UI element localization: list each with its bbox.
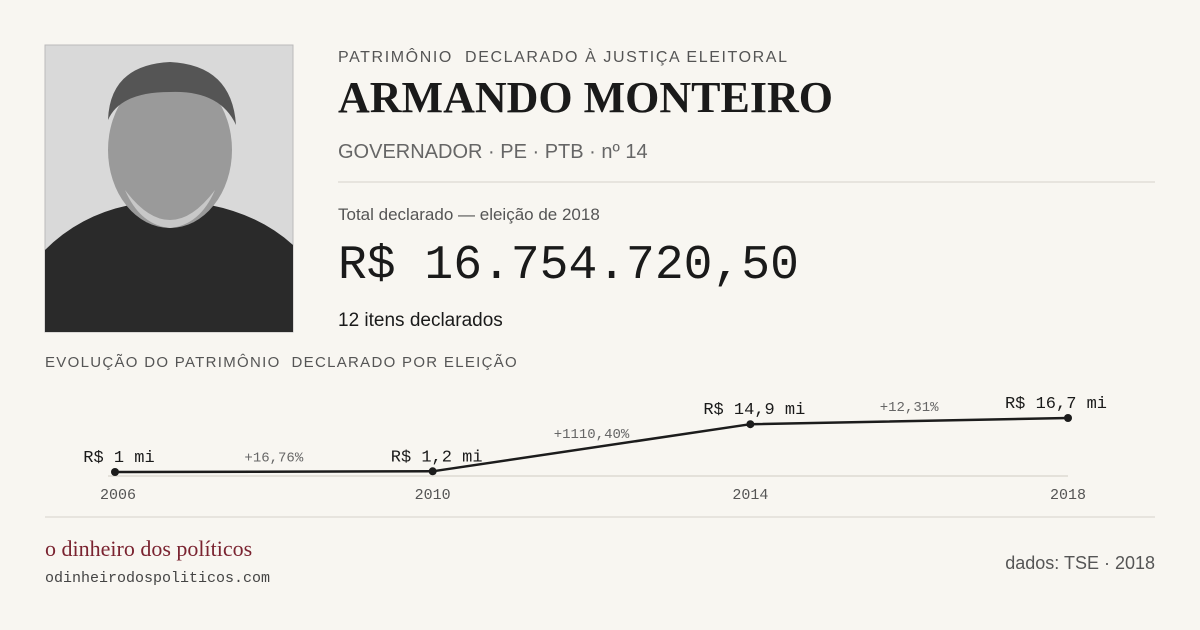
value-label: R$ 1,2 mi xyxy=(391,448,483,467)
x-tick-label: 2018 xyxy=(1050,487,1086,504)
x-tick-label: 2006 xyxy=(100,487,136,504)
total-label: Total declarado — eleição de 2018 xyxy=(338,205,600,224)
value-label: R$ 14,9 mi xyxy=(703,401,805,420)
value-label: R$ 1 mi xyxy=(83,449,154,468)
subtitle: GOVERNADOR · PE · PTB · nº 14 xyxy=(338,141,648,163)
kicker: PATRIMÔNIO DECLARADO À JUSTIÇA ELEITORAL xyxy=(338,47,789,66)
name: ARMANDO MONTEIRO xyxy=(338,73,833,122)
line xyxy=(114,416,1069,474)
point xyxy=(1064,414,1072,422)
point xyxy=(746,420,755,429)
chart: +16,76% +1110,40% +12,31% R$ 1 mi 2006 R$ 1,2… xyxy=(83,395,1107,504)
photo xyxy=(44,44,294,333)
point xyxy=(111,468,119,476)
change-label: +1110,40% xyxy=(554,427,630,443)
source: dados: TSE · 2018 xyxy=(1005,553,1155,573)
url: odinheirodospoliticos.com xyxy=(45,570,270,587)
value-label: R$ 16,7 mi xyxy=(1005,395,1107,414)
x-tick-label: 2014 xyxy=(732,487,768,504)
brand: o dinheiro dos políticos xyxy=(45,536,252,561)
items-count: 12 itens declarados xyxy=(338,310,503,331)
change-label: +16,76% xyxy=(244,451,303,467)
point xyxy=(428,467,437,476)
change-label: +12,31% xyxy=(880,400,939,416)
total-value: R$ 16.754.720,50 xyxy=(338,239,799,293)
x-tick-label: 2010 xyxy=(415,487,451,504)
chart-title: EVOLUÇÃO DO PATRIMÔNIO DECLARADO POR ELE… xyxy=(45,354,518,371)
